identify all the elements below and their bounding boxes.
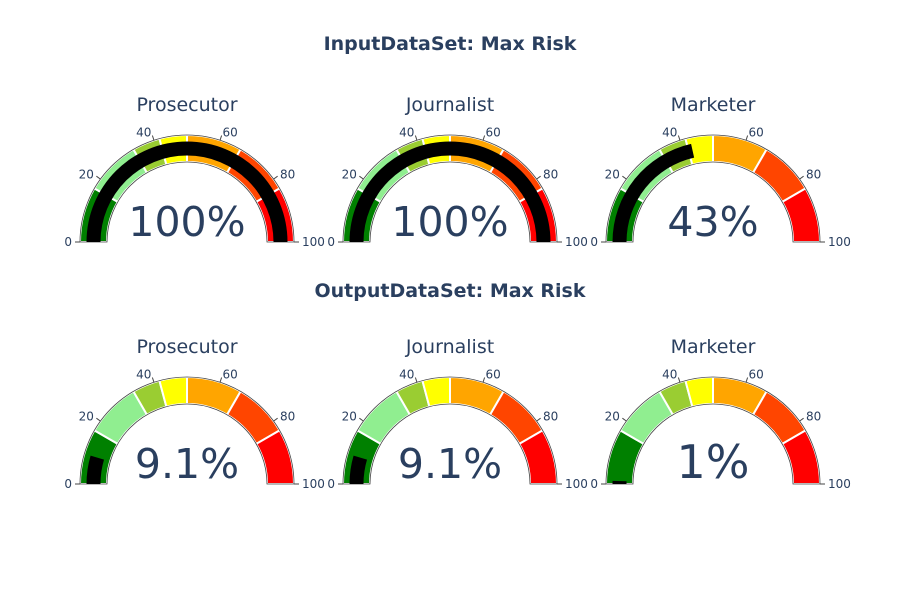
input-prosecutor-tick-label-80: 80 [280,167,295,181]
output-prosecutor-gauge: Prosecutor 0 20 40 60 80 100 9.1% [64,336,325,491]
output-journalist-tick-40 [414,377,418,383]
input-journalist-tick-label-40: 40 [399,126,414,140]
input-journalist-tick-label-80: 80 [543,167,558,181]
output-prosecutor-tick-label-20: 20 [79,409,94,423]
output-marketer-tick-label-40: 40 [662,368,677,382]
output-journalist-tick-label-40: 40 [399,368,414,382]
output-prosecutor-gauge-border [79,376,295,485]
output-journalist-value-text: 9.1% [398,440,502,488]
output-marketer-value-text: 1% [677,435,750,489]
input-journalist-tick-label-60: 60 [486,126,501,140]
output-prosecutor-tick-20 [96,417,101,422]
output-prosecutor-tick-40 [151,377,155,383]
input-journalist-title: Journalist [405,94,494,116]
output-marketer-tick-40 [677,377,681,383]
output-journalist-tick-label-100: 100 [565,477,588,491]
output-prosecutor-tick-label-60: 60 [223,368,238,382]
input-journalist-value-text: 100% [391,198,508,246]
output-journalist-tick-80 [536,417,541,422]
input-marketer-tick-20 [622,175,627,180]
output-marketer-tick-60 [745,377,749,383]
output-prosecutor-value-bar [86,455,105,484]
input-journalist-value-bar [349,141,551,242]
input-prosecutor-tick-80 [273,175,278,180]
input-prosecutor-gauge-border [79,134,295,243]
input-marketer-tick-label-40: 40 [662,126,677,140]
input-journalist-gauge: Journalist 0 20 40 60 80 100 100% [327,94,588,249]
input-marketer-gauge: Marketer 0 20 40 60 80 100 43% [590,94,851,249]
input-journalist-tick-label-100: 100 [565,235,588,249]
output-journalist-tick-label-0: 0 [327,477,335,491]
input-journalist-tick-40 [414,135,418,141]
input-marketer-tick-80 [799,175,804,180]
output-journalist-tick-60 [482,377,486,383]
input-marketer-tick-label-100: 100 [828,235,851,249]
input-marketer-tick-40 [677,135,681,141]
input-journalist-gauge-border [342,134,558,243]
output-prosecutor-tick-label-40: 40 [136,368,151,382]
input-prosecutor-tick-label-100: 100 [302,235,325,249]
input-journalist-tick-60 [482,135,486,141]
input-prosecutor-tick-label-20: 20 [79,167,94,181]
input-marketer-tick-60 [745,135,749,141]
output-marketer-tick-label-60: 60 [749,368,764,382]
output-journalist-tick-label-80: 80 [543,409,558,423]
input-prosecutor-value-text: 100% [128,198,245,246]
output-journalist-tick-label-60: 60 [486,368,501,382]
output-journalist-tick-label-20: 20 [342,409,357,423]
input-marketer-tick-label-80: 80 [806,167,821,181]
input-prosecutor-gauge: Prosecutor 0 20 40 60 80 100 100% [64,94,325,249]
input-marketer-value-bar [612,143,695,242]
input-marketer-value-text: 43% [667,198,758,246]
output-marketer-tick-80 [799,417,804,422]
input-prosecutor-tick-60 [219,135,223,141]
input-prosecutor-tick-40 [151,135,155,141]
output-section-title: OutputDataSet: Max Risk [314,280,585,302]
input-journalist-tick-20 [359,175,364,180]
input-marketer-gauge-border [605,134,821,243]
output-marketer-gauge-border [605,376,821,485]
input-marketer-tick-label-0: 0 [590,235,598,249]
input-journalist-tick-label-20: 20 [342,167,357,181]
input-journalist-tick-80 [536,175,541,180]
input-prosecutor-tick-label-60: 60 [223,126,238,140]
output-marketer-gauge: Marketer 0 20 40 60 80 100 1% [590,336,851,491]
input-section-title: InputDataSet: Max Risk [324,33,577,55]
input-prosecutor-value-bar [86,141,288,242]
output-prosecutor-value-text: 9.1% [135,440,239,488]
gauges-container: Prosecutor 0 20 40 60 80 100 100% Journalist 0 20 4… [64,94,851,491]
input-marketer-title: Marketer [671,94,756,116]
input-prosecutor-title: Prosecutor [136,94,237,116]
output-journalist-gauge: Journalist 0 20 40 60 80 100 9.1% [327,336,588,491]
output-marketer-tick-label-100: 100 [828,477,851,491]
input-prosecutor-tick-20 [96,175,101,180]
output-marketer-tick-label-20: 20 [605,409,620,423]
output-prosecutor-tick-80 [273,417,278,422]
output-journalist-gauge-border [342,376,558,485]
output-marketer-tick-label-80: 80 [806,409,821,423]
output-marketer-tick-label-0: 0 [590,477,598,491]
input-journalist-tick-label-0: 0 [327,235,335,249]
output-journalist-title: Journalist [405,336,494,358]
input-marketer-tick-label-60: 60 [749,126,764,140]
input-prosecutor-tick-label-0: 0 [64,235,72,249]
output-prosecutor-tick-60 [219,377,223,383]
output-journalist-tick-20 [359,417,364,422]
output-marketer-tick-20 [622,417,627,422]
output-journalist-value-bar [349,455,368,484]
output-prosecutor-tick-label-100: 100 [302,477,325,491]
input-prosecutor-tick-label-40: 40 [136,126,151,140]
output-prosecutor-tick-label-80: 80 [280,409,295,423]
output-marketer-title: Marketer [671,336,756,358]
output-marketer-value-bar [612,480,627,484]
input-marketer-tick-label-20: 20 [605,167,620,181]
output-prosecutor-title: Prosecutor [136,336,237,358]
output-prosecutor-tick-label-0: 0 [64,477,72,491]
